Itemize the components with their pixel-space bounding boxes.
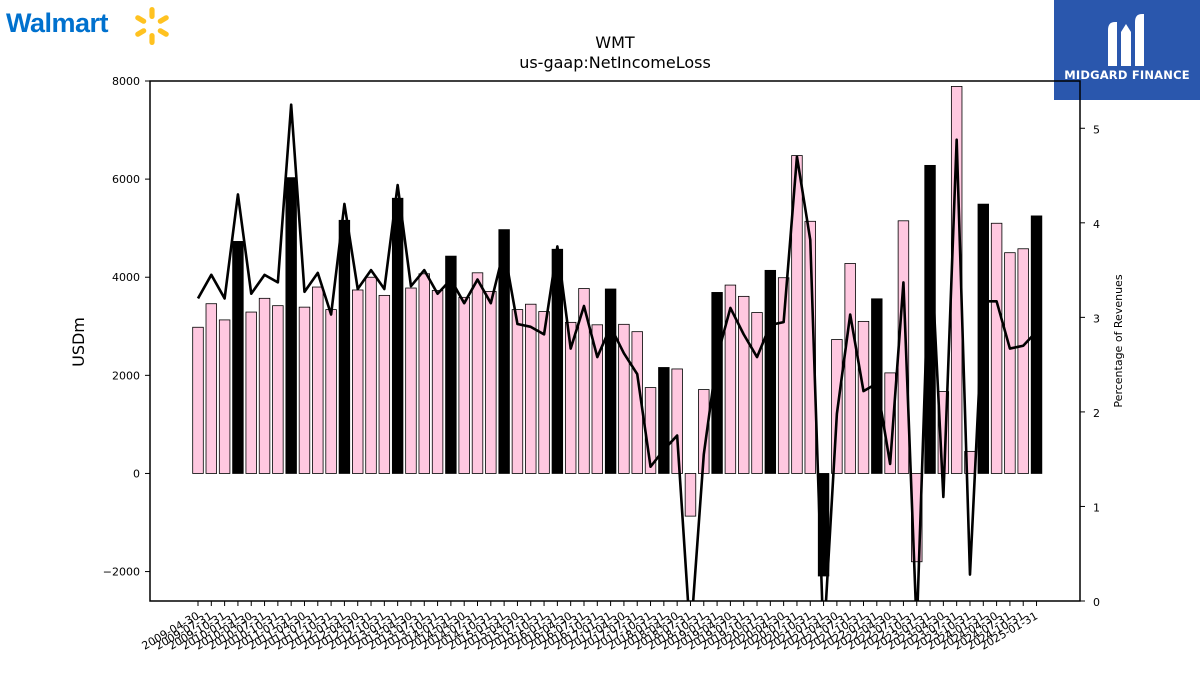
y2-tick-label: 5 <box>1093 123 1100 136</box>
y2-tick-label: 0 <box>1093 596 1100 609</box>
bar-2024-07-31 <box>1004 252 1016 474</box>
y-tick-label: −2000 <box>103 566 140 579</box>
bar-2010-07-31 <box>258 297 271 474</box>
bar-2018-01-31 <box>658 367 670 474</box>
y2-tick-label: 2 <box>1093 407 1100 420</box>
y2-tick-label: 1 <box>1093 501 1100 514</box>
bar-2019-04-30 <box>724 284 737 474</box>
y-axis-label: USDm <box>69 317 88 367</box>
bar-2016-07-31 <box>578 288 590 474</box>
bar-2013-01-31 <box>391 197 404 474</box>
bar-2021-10-31 <box>857 320 870 474</box>
bar-2012-07-31 <box>365 276 377 474</box>
bar-2025-01-31 <box>1030 215 1043 474</box>
bar-2019-01-31 <box>711 292 723 474</box>
bar-2016-04-30 <box>564 321 577 474</box>
bar-2013-10-31 <box>431 290 444 474</box>
bar-2016-10-31 <box>591 324 604 474</box>
bar-2011-01-31 <box>285 177 297 474</box>
y-tick-label: 0 <box>133 467 140 480</box>
bar-2020-01-31 <box>764 269 777 474</box>
bar-2014-07-31 <box>471 272 484 474</box>
y-tick-label: 6000 <box>112 173 140 186</box>
midgard-finance-logo: MIDGARD FINANCE <box>1054 0 1200 100</box>
bar-2021-01-31 <box>817 473 830 577</box>
bar-2013-04-30 <box>405 287 417 474</box>
bar-2018-10-31 <box>698 389 710 474</box>
bar-2012-04-30 <box>352 289 364 474</box>
bar-2009-10-31 <box>218 319 231 474</box>
bar-2017-04-30 <box>618 323 630 474</box>
bar-2015-10-31 <box>538 311 550 474</box>
bar-2024-10-31 <box>1017 248 1029 474</box>
bar-2009-07-31 <box>205 303 218 474</box>
bar-2021-07-31 <box>844 263 856 474</box>
bar-2022-04-30 <box>884 372 896 474</box>
y2-tick-label: 4 <box>1093 218 1100 231</box>
bar-2012-10-31 <box>378 294 391 474</box>
bar-2010-10-31 <box>272 305 284 474</box>
bar-2020-04-30 <box>777 277 790 474</box>
bar-2014-04-30 <box>458 296 470 474</box>
bar-2019-07-31 <box>738 295 750 474</box>
bar-2019-10-31 <box>751 312 763 474</box>
bar-2018-04-30 <box>671 368 683 474</box>
bar-2024-01-31 <box>977 203 989 474</box>
bar-2017-01-31 <box>604 288 617 474</box>
y-tick-label: 4000 <box>112 271 140 284</box>
bar-2020-10-31 <box>804 220 816 474</box>
y2-axis-label: Percentage of Revenues <box>1112 274 1125 407</box>
revenue-percentage-line <box>196 103 1038 601</box>
bar-2015-04-30 <box>511 309 524 474</box>
plot-frame <box>149 80 1081 602</box>
y-tick-label: 2000 <box>112 369 140 382</box>
y-tick-label: 8000 <box>112 75 140 88</box>
chart-title: WMT <box>595 33 635 52</box>
walmart-logo: Walmart <box>4 4 174 48</box>
walmart-wordmark: Walmart <box>6 8 109 38</box>
bar-2015-07-31 <box>525 303 537 474</box>
midgard-finance-name: MIDGARD FINANCE <box>1064 68 1190 82</box>
bar-2015-01-31 <box>498 229 510 474</box>
bar-2014-01-31 <box>445 255 457 474</box>
bar-2014-10-31 <box>485 291 497 474</box>
chart-subtitle: us-gaap:NetIncomeLoss <box>519 53 711 72</box>
bar-2011-07-31 <box>312 286 324 474</box>
bar-2013-07-31 <box>418 273 430 474</box>
bar-2018-07-31 <box>684 473 697 517</box>
bar-2012-01-31 <box>338 219 351 474</box>
midgard-mark-icon <box>1108 14 1144 66</box>
y2-tick-label: 3 <box>1093 312 1100 325</box>
bar-2011-04-30 <box>298 306 311 474</box>
bar-2009-04-30 <box>192 326 204 474</box>
bar-2010-01-31 <box>232 241 244 474</box>
bar-2024-04-30 <box>990 222 1003 474</box>
bar-2011-10-31 <box>325 309 337 474</box>
bar-2010-04-30 <box>245 311 257 474</box>
walmart-spark-icon <box>135 7 169 45</box>
